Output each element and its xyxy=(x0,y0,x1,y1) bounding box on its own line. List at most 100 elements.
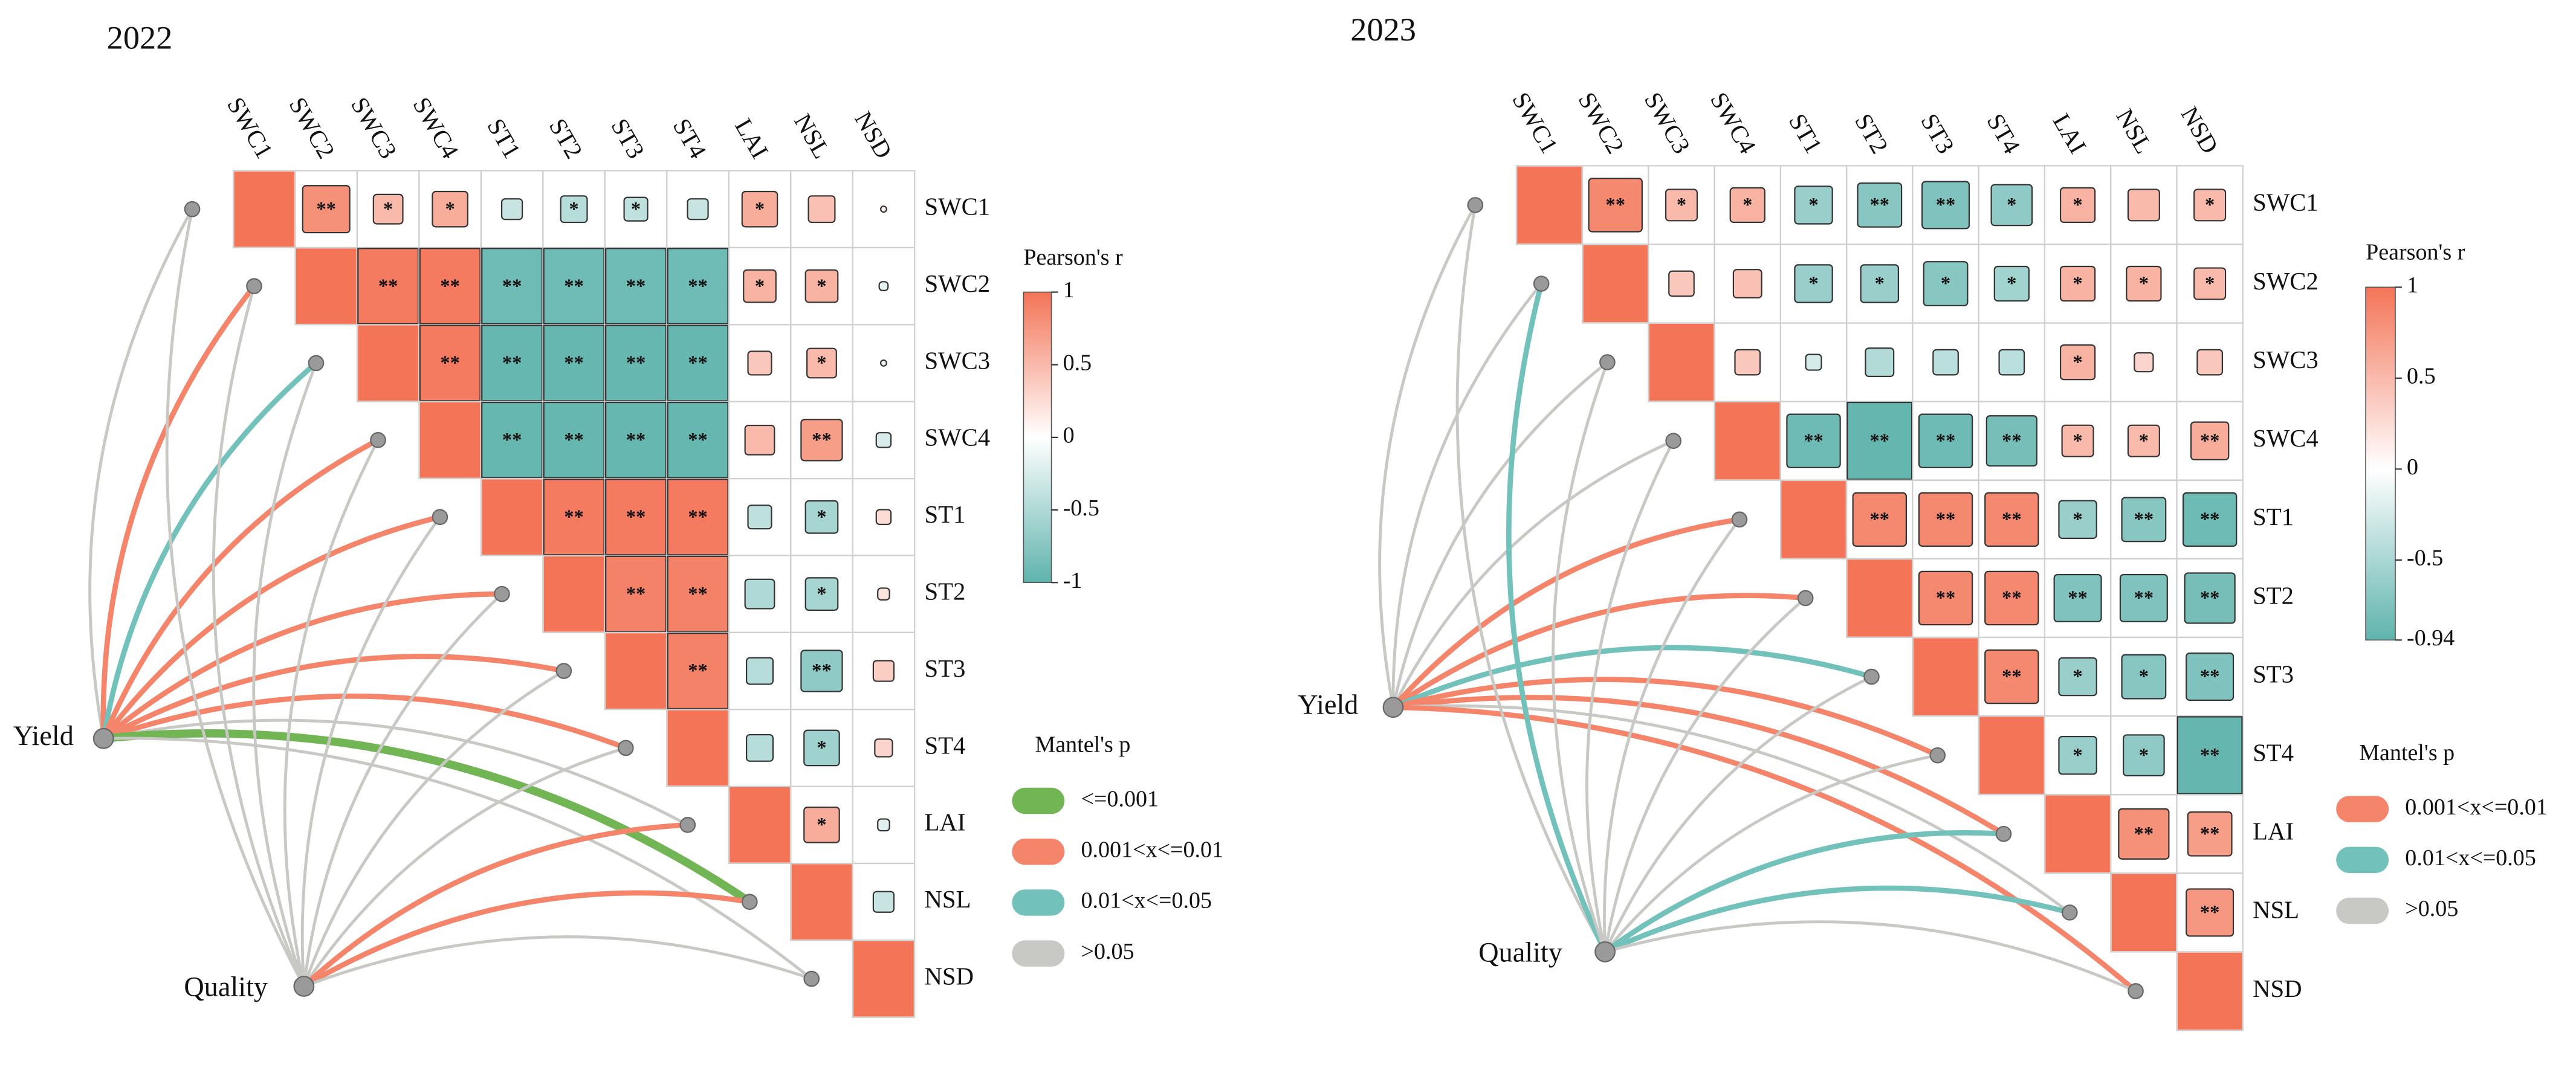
cell-mark xyxy=(667,479,729,556)
cell-mark xyxy=(879,359,887,367)
signif-label: ** xyxy=(2002,509,2022,530)
signif-label: * xyxy=(2073,666,2082,688)
signif-label: ** xyxy=(2200,430,2220,452)
mantel-link xyxy=(302,746,627,988)
cell-mark xyxy=(1805,353,1822,371)
node-label: Yield xyxy=(13,720,74,751)
cell-mark xyxy=(2058,500,2097,540)
signif-label: * xyxy=(755,276,765,297)
cell-mark xyxy=(1857,182,1903,228)
signif-label: ** xyxy=(502,352,522,374)
cell-mark xyxy=(746,733,774,762)
signif-label: * xyxy=(631,198,641,220)
signif-label: * xyxy=(2007,273,2016,295)
cell-mark xyxy=(877,587,890,601)
signif-label: ** xyxy=(812,660,832,682)
link-end xyxy=(1731,511,1748,528)
colorbar-tick-label: 1 xyxy=(2407,272,2418,298)
signif-label: ** xyxy=(564,352,584,374)
cell-mark xyxy=(296,248,357,324)
cell-mark xyxy=(1985,415,2037,467)
column-label: SWC3 xyxy=(1639,88,1695,158)
column-label: SWC2 xyxy=(1573,88,1629,158)
cell-mark xyxy=(543,401,605,479)
legend-label: >0.05 xyxy=(1081,939,1134,964)
signif-label: ** xyxy=(2200,744,2220,766)
cell-mark xyxy=(744,424,775,456)
column-label: SWC1 xyxy=(222,92,278,163)
colorbar xyxy=(1023,291,1052,584)
cell-mark xyxy=(1794,264,1833,303)
mantel-link xyxy=(100,514,443,741)
cell-mark xyxy=(1665,189,1698,222)
row-label: NSL xyxy=(924,886,971,913)
cell-mark xyxy=(803,807,840,843)
mantel-link xyxy=(1604,675,1873,953)
panel-title: 2022 xyxy=(107,19,173,56)
cell-mark xyxy=(879,205,887,213)
cell-mark xyxy=(2123,734,2165,776)
link-end xyxy=(494,585,510,602)
cell-mark xyxy=(2182,492,2238,547)
cell-mark xyxy=(1998,349,2025,376)
panel-title: 2023 xyxy=(1350,11,1416,48)
cell-mark xyxy=(357,248,419,325)
cell-mark xyxy=(2059,344,2096,381)
mantel-link xyxy=(300,515,442,988)
link-end xyxy=(246,278,262,294)
colorbar xyxy=(2365,286,2396,641)
node-dot xyxy=(92,727,114,749)
row-label: SWC2 xyxy=(2253,268,2319,295)
column-label: ST1 xyxy=(1784,109,1828,158)
cell-mark xyxy=(872,891,895,913)
column-label: NSD xyxy=(2175,102,2224,158)
column-label: SWC3 xyxy=(346,92,402,163)
column-label: ST1 xyxy=(482,114,526,163)
signif-label: ** xyxy=(688,506,708,528)
cell-mark xyxy=(2184,572,2236,624)
signif-label: * xyxy=(817,352,826,374)
signif-label: ** xyxy=(688,660,708,682)
colorbar-tick-label: -0.5 xyxy=(1063,495,1099,521)
row-label: LAI xyxy=(924,809,965,836)
signif-label: ** xyxy=(2002,430,2022,452)
column-label: ST2 xyxy=(1849,109,1894,158)
cell-mark xyxy=(1913,638,1978,715)
column-label: SWC2 xyxy=(283,92,340,163)
mantel-link xyxy=(302,669,566,988)
signif-label: * xyxy=(817,737,826,759)
signif-label: ** xyxy=(1936,430,1956,452)
cell-mark xyxy=(2111,874,2176,952)
cell-mark xyxy=(1993,265,2030,302)
signif-label: * xyxy=(817,583,826,605)
cell-mark xyxy=(1979,717,2044,794)
link-end xyxy=(803,970,820,987)
column-label: LAI xyxy=(730,114,774,163)
column-label: NSD xyxy=(849,107,898,163)
cell-mark xyxy=(419,402,481,478)
cell-mark xyxy=(1860,264,1900,303)
cell-mark xyxy=(543,479,605,556)
cell-mark xyxy=(2119,573,2168,622)
column-label: ST3 xyxy=(1915,109,1960,158)
row-label: SWC1 xyxy=(2253,189,2319,216)
cell-mark xyxy=(800,419,843,462)
cell-mark xyxy=(2059,187,2096,224)
link-end xyxy=(2061,904,2078,921)
mantel-link xyxy=(165,207,306,988)
cell-mark xyxy=(1984,492,2039,547)
cell-mark xyxy=(730,787,790,863)
cell-mark xyxy=(481,401,543,479)
signif-label: * xyxy=(1941,273,1950,295)
link-end xyxy=(308,355,325,372)
signif-label: ** xyxy=(378,276,398,297)
signif-label: ** xyxy=(1869,195,1889,216)
mantel-link xyxy=(1604,753,1940,953)
signif-label: ** xyxy=(564,430,584,451)
signif-label: * xyxy=(1808,195,1818,216)
signif-label: ** xyxy=(2002,666,2022,688)
mantel-link xyxy=(1552,361,1609,953)
cell-mark xyxy=(800,649,843,692)
column-label: ST2 xyxy=(544,114,588,163)
legend-label: 0.01<x<=0.05 xyxy=(2405,845,2536,871)
